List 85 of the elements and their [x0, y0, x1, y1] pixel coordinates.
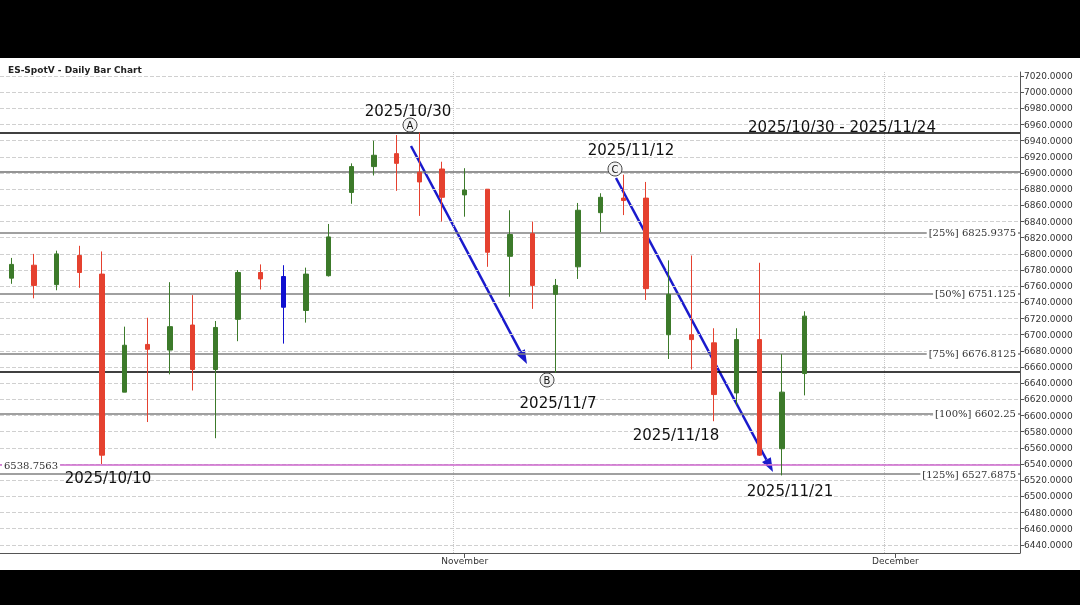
- candlestick: [258, 263, 263, 290]
- candlestick: [439, 161, 445, 223]
- y-tick-label: 6940.0000: [1024, 135, 1073, 146]
- candlestick: [779, 353, 785, 476]
- y-tick-label: 6920.0000: [1024, 151, 1073, 162]
- candlestick: [462, 167, 467, 218]
- candlestick: [530, 221, 535, 310]
- candlestick: [598, 192, 603, 233]
- y-tick-label: 6860.0000: [1024, 200, 1073, 211]
- candlestick: [167, 281, 173, 375]
- candlestick: [711, 327, 717, 422]
- x-tick-label: December: [872, 555, 919, 566]
- ref-line-label: [125%] 6527.6875: [922, 468, 1016, 480]
- y-tick-label: 6680.0000: [1024, 345, 1073, 356]
- candlestick: [371, 140, 377, 176]
- candlestick: [757, 262, 762, 457]
- candlestick: [213, 320, 218, 439]
- y-tick-label: 6760.0000: [1024, 281, 1073, 292]
- chart-title: ES-SpotV - Daily Bar Chart: [8, 64, 143, 75]
- candlestick: [349, 162, 354, 205]
- y-tick-label: 6980.0000: [1024, 103, 1073, 114]
- candlestick: [235, 269, 241, 342]
- y-tick-label: 6660.0000: [1024, 362, 1073, 373]
- ref-line-label: [50%] 6751.125: [935, 287, 1016, 299]
- y-tick-label: 6580.0000: [1024, 426, 1073, 437]
- annotation: 2025/10/10: [64, 469, 152, 487]
- y-tick-label: 6960.0000: [1024, 119, 1073, 130]
- y-tick-label: 6440.0000: [1024, 539, 1073, 550]
- y-tick-label: 6840.0000: [1024, 216, 1073, 227]
- ref-line-label: [25%] 6825.9375: [928, 227, 1016, 239]
- candlestick: [802, 310, 807, 396]
- y-tick-label: 7000.0000: [1024, 87, 1073, 98]
- annotation: 2025/11/7: [519, 394, 597, 412]
- ref-line-label: [75%] 6676.8125: [928, 347, 1016, 359]
- x-tick-label: November: [441, 555, 489, 566]
- y-tick-label: 6480.0000: [1024, 507, 1073, 518]
- annotation: C: [611, 163, 619, 175]
- candlestick: [417, 132, 422, 217]
- candlestick: [190, 294, 195, 392]
- y-tick-label: 6540.0000: [1024, 459, 1073, 470]
- candlestick: [281, 264, 286, 345]
- y-tick-label: 6560.0000: [1024, 442, 1073, 453]
- y-tick-label: 6700.0000: [1024, 329, 1073, 340]
- y-tick-label: 6640.0000: [1024, 378, 1073, 389]
- annotation: A: [406, 119, 414, 131]
- y-tick-label: 6800.0000: [1024, 248, 1073, 259]
- candlestick: [77, 245, 82, 289]
- candlestick: [734, 327, 739, 406]
- y-tick-label: 6740.0000: [1024, 297, 1073, 308]
- annotation: 2025/11/12: [587, 141, 675, 159]
- candlestick: [575, 202, 581, 280]
- y-tick-label: 6880.0000: [1024, 184, 1073, 195]
- candlestick: [507, 209, 513, 298]
- candlestick: [54, 250, 59, 291]
- candlestick: [553, 278, 558, 374]
- candlestick: [122, 326, 127, 393]
- ref-line-label: 6538.7563: [4, 459, 59, 471]
- candlestick: [326, 223, 331, 278]
- y-tick-label: 7020.0000: [1024, 71, 1073, 82]
- candlestick: [303, 267, 309, 324]
- annotation: 2025/10/30 - 2025/11/24: [748, 118, 936, 136]
- candlestick: [9, 257, 14, 285]
- candlestick: [145, 317, 150, 423]
- annotation: 2025/11/18: [632, 426, 720, 444]
- y-tick-label: 6520.0000: [1024, 475, 1073, 486]
- candlestick: [643, 181, 649, 301]
- candlestick: [394, 134, 399, 192]
- candlestick: [621, 174, 626, 216]
- y-tick-label: 6500.0000: [1024, 491, 1073, 502]
- y-tick-label: 6820.0000: [1024, 232, 1073, 243]
- ref-line-label: [100%] 6602.25: [935, 408, 1016, 420]
- y-tick-label: 6620.0000: [1024, 394, 1073, 405]
- candlestick: [485, 188, 490, 268]
- y-tick-label: 6720.0000: [1024, 313, 1073, 324]
- candlestick: [31, 253, 37, 299]
- y-tick-label: 6600.0000: [1024, 410, 1073, 421]
- candlestick: [99, 250, 105, 465]
- y-tick-label: 6780.0000: [1024, 265, 1073, 276]
- y-tick-label: 6460.0000: [1024, 523, 1073, 534]
- y-tick-label: 6900.0000: [1024, 168, 1073, 179]
- annotation: 2025/11/21: [746, 482, 834, 500]
- candlestick: [689, 255, 694, 370]
- annotation: B: [543, 374, 551, 386]
- annotation: 2025/10/30: [364, 102, 452, 120]
- candlestick: [666, 259, 671, 360]
